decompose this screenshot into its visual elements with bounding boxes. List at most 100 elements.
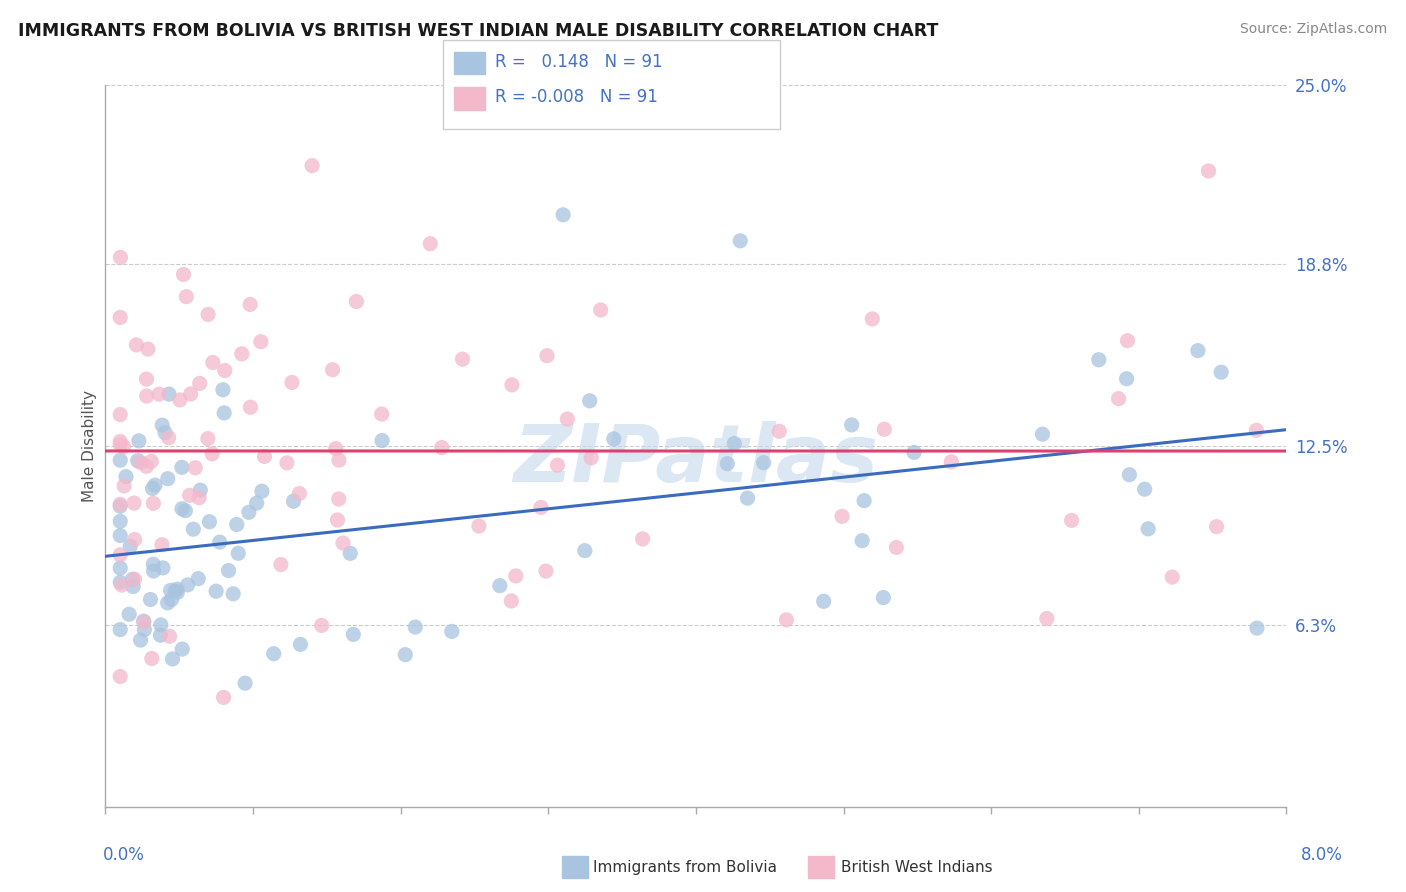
Point bbox=[212, 383, 235, 397]
Point bbox=[188, 376, 211, 391]
Point bbox=[775, 613, 797, 627]
Point bbox=[141, 454, 163, 468]
Point bbox=[110, 514, 132, 528]
Point bbox=[115, 469, 138, 483]
Point bbox=[1031, 427, 1053, 442]
Point bbox=[170, 501, 193, 516]
Point bbox=[716, 457, 738, 471]
Point bbox=[1118, 467, 1140, 482]
Point bbox=[150, 538, 173, 552]
Point bbox=[536, 349, 558, 363]
Point bbox=[132, 615, 155, 630]
Point bbox=[110, 453, 132, 467]
Point bbox=[440, 624, 463, 639]
Point bbox=[205, 584, 228, 599]
Point bbox=[198, 515, 221, 529]
Point bbox=[136, 342, 159, 356]
Point bbox=[631, 532, 654, 546]
Point bbox=[127, 453, 149, 467]
Point bbox=[534, 564, 557, 578]
Point bbox=[174, 290, 197, 304]
Point bbox=[188, 483, 211, 497]
Point bbox=[328, 491, 350, 506]
Point bbox=[181, 522, 204, 536]
Point bbox=[188, 491, 211, 505]
Point bbox=[135, 389, 157, 403]
Point bbox=[263, 647, 285, 661]
Point bbox=[276, 456, 298, 470]
Point bbox=[581, 450, 603, 465]
Point bbox=[141, 482, 163, 496]
Point bbox=[110, 575, 132, 590]
Point bbox=[197, 307, 219, 321]
Point bbox=[404, 620, 426, 634]
Point bbox=[128, 434, 150, 448]
Point bbox=[143, 478, 166, 492]
Point bbox=[184, 460, 207, 475]
Point bbox=[325, 442, 347, 456]
Point bbox=[322, 362, 344, 376]
Point bbox=[122, 579, 145, 593]
Point bbox=[813, 594, 835, 608]
Point bbox=[283, 494, 305, 508]
Point bbox=[246, 496, 269, 510]
Point bbox=[239, 401, 262, 415]
Point bbox=[110, 499, 132, 513]
Point bbox=[941, 455, 963, 469]
Point bbox=[212, 406, 235, 420]
Point bbox=[250, 334, 273, 349]
Point bbox=[124, 572, 146, 586]
Point bbox=[176, 578, 198, 592]
Point bbox=[179, 488, 201, 502]
Point bbox=[120, 539, 142, 553]
Point bbox=[166, 582, 188, 597]
Point bbox=[851, 533, 873, 548]
Point bbox=[162, 652, 184, 666]
Point bbox=[501, 594, 523, 608]
Point bbox=[122, 496, 145, 510]
Point bbox=[218, 564, 240, 578]
Point bbox=[134, 623, 156, 637]
Point bbox=[226, 546, 249, 560]
Point bbox=[1036, 611, 1059, 625]
Point bbox=[110, 408, 132, 422]
Point bbox=[112, 440, 135, 454]
Point bbox=[110, 497, 132, 511]
Point bbox=[1137, 522, 1160, 536]
Point bbox=[603, 432, 626, 446]
Point bbox=[250, 484, 273, 499]
Point bbox=[574, 543, 596, 558]
Text: ZIPatlas: ZIPatlas bbox=[513, 421, 879, 500]
Y-axis label: Male Disability: Male Disability bbox=[82, 390, 97, 502]
Point bbox=[142, 496, 165, 510]
Point bbox=[884, 541, 907, 555]
Point bbox=[132, 614, 155, 628]
Point bbox=[159, 629, 181, 643]
Point bbox=[328, 453, 350, 467]
Point bbox=[831, 509, 853, 524]
Text: R = -0.008   N = 91: R = -0.008 N = 91 bbox=[495, 88, 658, 106]
Point bbox=[214, 363, 236, 377]
Point bbox=[1246, 423, 1268, 437]
Point bbox=[124, 533, 146, 547]
Point bbox=[723, 436, 745, 450]
Point bbox=[173, 268, 195, 282]
Text: 0.0%: 0.0% bbox=[103, 846, 145, 863]
Point bbox=[110, 669, 132, 683]
Point bbox=[169, 392, 191, 407]
Point bbox=[1187, 343, 1209, 358]
Point bbox=[110, 437, 132, 451]
Point bbox=[156, 472, 179, 486]
Point bbox=[149, 618, 172, 632]
Point bbox=[110, 434, 132, 449]
Point bbox=[153, 425, 176, 440]
Point bbox=[110, 561, 132, 575]
Point bbox=[1108, 392, 1130, 406]
Point bbox=[172, 642, 194, 657]
Point bbox=[370, 407, 392, 421]
Point bbox=[290, 637, 312, 651]
Point bbox=[112, 479, 135, 493]
Point bbox=[110, 310, 132, 325]
Point bbox=[253, 450, 276, 464]
Text: IMMIGRANTS FROM BOLIVIA VS BRITISH WEST INDIAN MALE DISABILITY CORRELATION CHART: IMMIGRANTS FROM BOLIVIA VS BRITISH WEST … bbox=[18, 22, 939, 40]
